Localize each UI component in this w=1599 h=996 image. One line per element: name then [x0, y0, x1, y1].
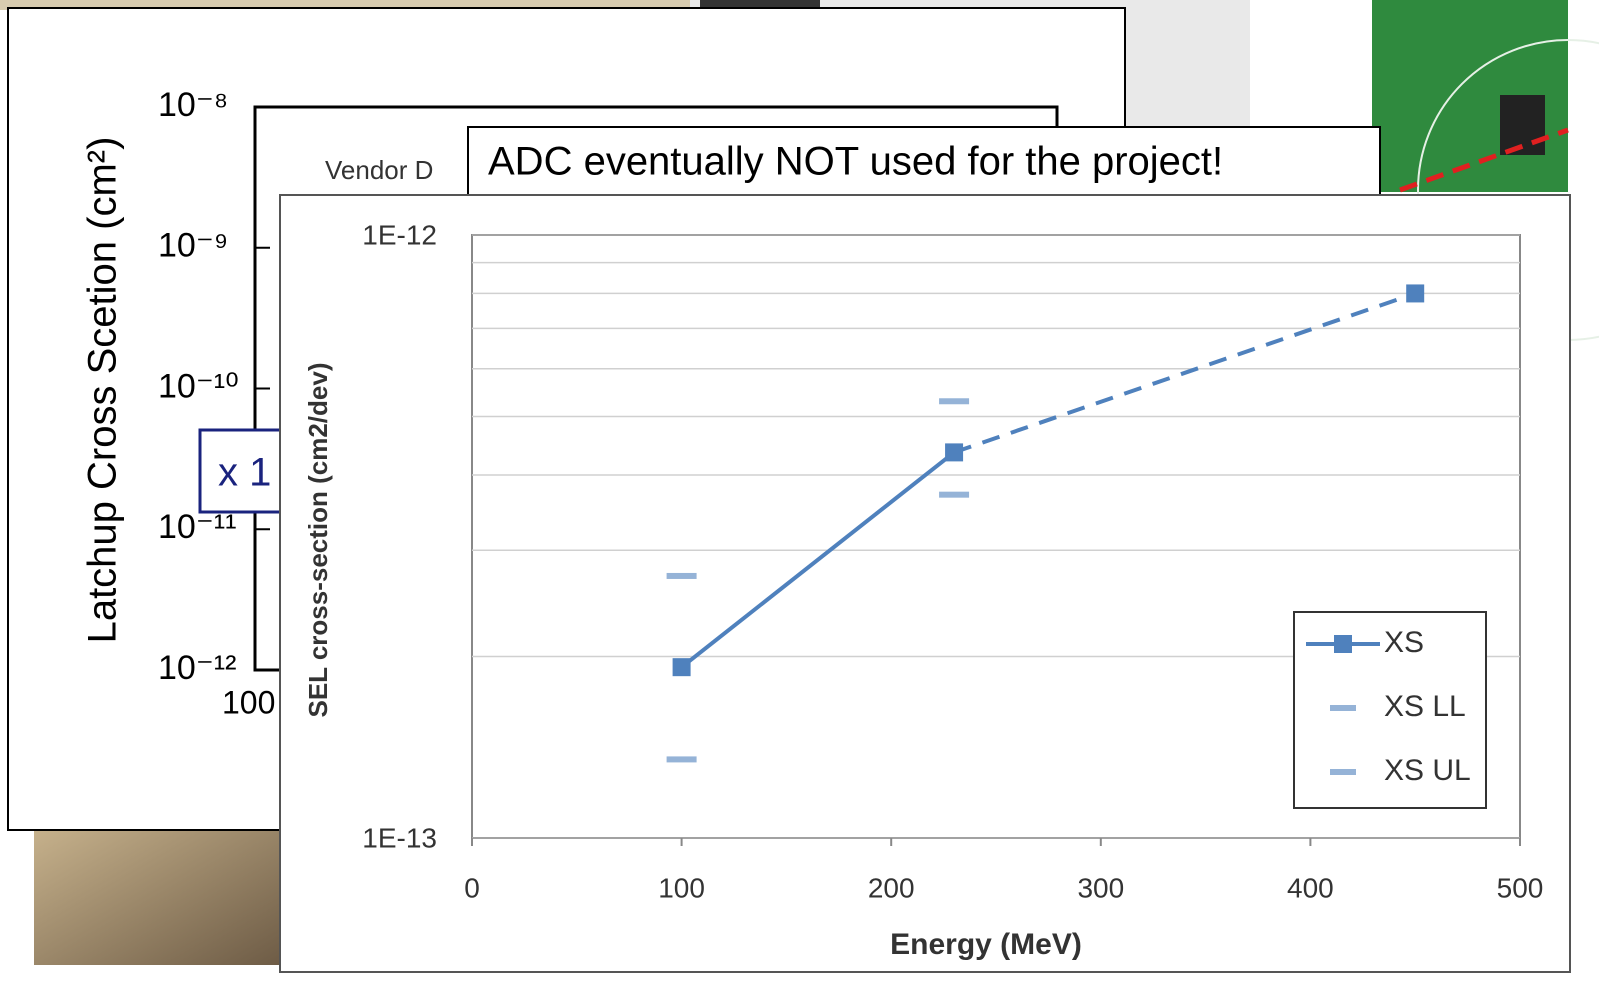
- back-legend: Vendor D: [325, 155, 433, 185]
- back-y-tick-label: 10⁻⁹: [158, 227, 228, 265]
- cable-photo: [34, 820, 284, 965]
- y-tick-label: 1E-13: [362, 822, 437, 853]
- annotation-box: [198, 428, 292, 514]
- front-panel: [279, 194, 1571, 973]
- banner: ADC eventually NOT used for the project!: [488, 140, 1223, 184]
- legend-label: XS: [1384, 626, 1424, 659]
- x-tick-label: 400: [1287, 872, 1334, 903]
- annotation: x 1: [218, 451, 271, 495]
- y-tick-label: 1E-12: [362, 219, 437, 250]
- marker: [939, 491, 970, 498]
- photo: [0, 0, 700, 10]
- back-y-tick-label: 10⁻⁸: [158, 86, 228, 124]
- marker: [666, 572, 697, 579]
- y-axis-label: SEL cross-section (cm2/dev): [303, 363, 333, 718]
- legend-marker: [1334, 635, 1352, 653]
- x-tick-label: 100: [658, 872, 705, 903]
- photo: [700, 0, 820, 10]
- marker: [672, 658, 691, 677]
- x-tick-label: 0: [464, 872, 480, 903]
- red-dash: [1399, 127, 1569, 193]
- back-x-tick: 100: [222, 684, 275, 720]
- marker: [939, 398, 970, 405]
- marker: [945, 443, 964, 462]
- legend-marker: [1330, 769, 1356, 775]
- back-y-tick-label: 10⁻¹⁰: [158, 367, 239, 405]
- x-tick-label: 200: [868, 872, 915, 903]
- x-tick-label: 300: [1077, 872, 1124, 903]
- legend-marker: [1330, 705, 1356, 711]
- marker: [1406, 284, 1425, 303]
- legend-label: XS LL: [1384, 690, 1466, 723]
- x-axis-label: Energy (MeV): [890, 928, 1082, 961]
- chip: [1500, 95, 1545, 155]
- marker: [666, 756, 697, 763]
- line-segment: [680, 450, 956, 669]
- legend-label: XS UL: [1384, 754, 1471, 787]
- line-segment: [953, 291, 1416, 455]
- back-y-label: Latchup Cross Scetion (cm²): [81, 137, 125, 644]
- back-y-tick-label: 10⁻¹²: [158, 649, 236, 687]
- back-y-tick-label: 10⁻¹¹: [158, 508, 236, 546]
- x-tick-label: 500: [1497, 872, 1544, 903]
